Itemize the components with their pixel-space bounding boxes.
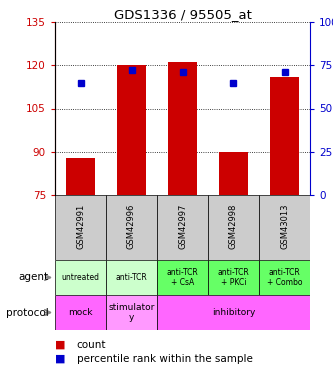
Bar bbox=[118, 65, 146, 195]
Bar bbox=[157, 295, 310, 330]
Bar bbox=[106, 295, 157, 330]
Bar bbox=[55, 295, 106, 330]
Bar bbox=[259, 260, 310, 295]
Bar bbox=[259, 195, 310, 260]
Text: anti-TCR: anti-TCR bbox=[116, 273, 148, 282]
Bar bbox=[208, 260, 259, 295]
Text: GSM42991: GSM42991 bbox=[76, 204, 85, 249]
Text: percentile rank within the sample: percentile rank within the sample bbox=[77, 354, 252, 364]
Text: stimulator
y: stimulator y bbox=[108, 303, 155, 322]
Bar bbox=[67, 158, 95, 195]
Text: ■: ■ bbox=[55, 354, 66, 364]
Text: GSM42997: GSM42997 bbox=[178, 204, 187, 249]
Text: inhibitory: inhibitory bbox=[212, 308, 255, 317]
Text: ■: ■ bbox=[55, 340, 66, 350]
Text: agent: agent bbox=[18, 273, 48, 282]
Text: protocol: protocol bbox=[6, 308, 48, 318]
Text: GSM43013: GSM43013 bbox=[280, 204, 289, 249]
Bar bbox=[55, 195, 106, 260]
Bar bbox=[55, 260, 106, 295]
Text: anti-TCR
+ Combo: anti-TCR + Combo bbox=[267, 268, 302, 287]
Text: anti-TCR
+ PKCi: anti-TCR + PKCi bbox=[218, 268, 249, 287]
Text: GSM42998: GSM42998 bbox=[229, 204, 238, 249]
Bar bbox=[157, 260, 208, 295]
Bar bbox=[106, 195, 157, 260]
Text: mock: mock bbox=[68, 308, 93, 317]
Bar bbox=[270, 77, 298, 195]
Bar bbox=[208, 195, 259, 260]
Text: count: count bbox=[77, 340, 106, 350]
Text: GSM42996: GSM42996 bbox=[127, 204, 136, 249]
Text: untreated: untreated bbox=[62, 273, 100, 282]
Title: GDS1336 / 95505_at: GDS1336 / 95505_at bbox=[114, 8, 251, 21]
Bar bbox=[219, 152, 247, 195]
Bar bbox=[157, 195, 208, 260]
Bar bbox=[168, 62, 196, 195]
Text: anti-TCR
+ CsA: anti-TCR + CsA bbox=[166, 268, 198, 287]
Bar bbox=[106, 260, 157, 295]
